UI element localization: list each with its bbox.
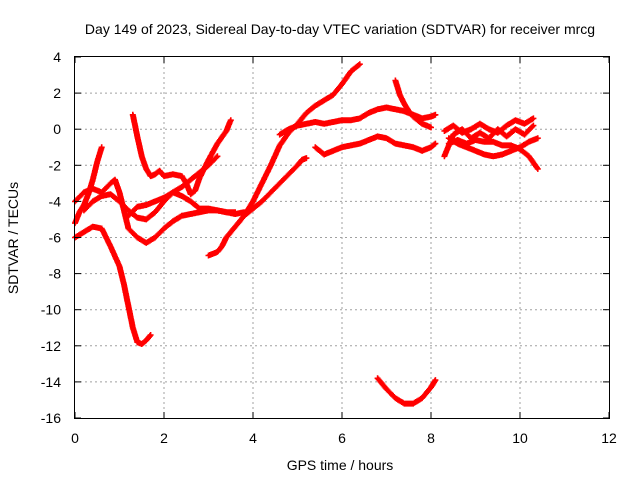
series-track-o (445, 135, 541, 160)
x-axis-label: GPS time / hours (287, 457, 394, 473)
x-tick-label: 12 (601, 430, 617, 446)
y-tick-label: -10 (41, 302, 61, 318)
series-track-k (312, 133, 439, 158)
y-tick-label: -14 (41, 374, 61, 390)
x-tick-label: 10 (512, 430, 528, 446)
y-axis-label: SDTVAR / TECUs (5, 182, 21, 294)
y-tick-label: -4 (49, 193, 62, 209)
series-track-f (125, 153, 221, 219)
series-markers (374, 375, 439, 407)
y-tick-label: 0 (53, 121, 61, 137)
series-markers (205, 155, 310, 259)
series-markers (441, 115, 537, 136)
y-tick-label: 2 (53, 85, 61, 101)
series-track-d (80, 189, 239, 223)
y-axis-ticks: 4 2 0 -2 -4 -6 -8 -10 -12 -14 -16 (41, 49, 609, 426)
x-tick-label: 4 (249, 430, 257, 446)
series-markers (129, 111, 234, 198)
y-tick-label: -2 (49, 157, 62, 173)
y-tick-label: -16 (41, 410, 61, 426)
series-markers (80, 189, 239, 223)
x-tick-label: 2 (160, 430, 168, 446)
series-track-p (441, 115, 537, 136)
series-track-j (392, 77, 434, 131)
series-track-e (129, 111, 234, 198)
y-tick-label: -12 (41, 338, 61, 354)
x-tick-label: 8 (427, 430, 435, 446)
series-markers (125, 153, 221, 219)
series-track-i (276, 104, 439, 138)
series-track-n (445, 137, 541, 172)
x-tick-label: 6 (338, 430, 346, 446)
x-tick-label: 0 (71, 430, 79, 446)
series-markers (72, 144, 105, 227)
x-axis-ticks: 0 2 4 6 8 10 12 (71, 57, 617, 446)
data-series (72, 61, 541, 407)
series-track-g (205, 155, 310, 259)
series-track-l (374, 375, 439, 407)
series-markers (276, 104, 439, 138)
chart-title: Day 149 of 2023, Sidereal Day-to-day VTE… (85, 21, 595, 37)
series-markers (445, 135, 541, 160)
series-markers (445, 137, 541, 172)
series-markers (312, 133, 439, 158)
plot-frame (74, 56, 610, 419)
series-track-b (72, 144, 105, 227)
y-tick-label: 4 (53, 49, 61, 65)
series-markers (392, 77, 434, 131)
y-tick-label: -6 (49, 230, 62, 246)
series-track-h (241, 61, 363, 219)
series-markers (241, 61, 363, 219)
y-tick-label: -8 (49, 266, 62, 282)
